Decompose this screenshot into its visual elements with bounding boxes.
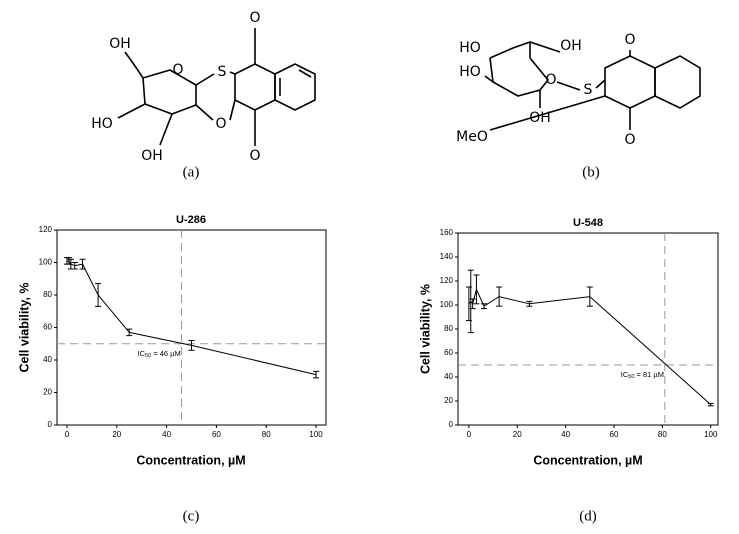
error-bar bbox=[126, 328, 133, 337]
panel-label: (c) bbox=[183, 508, 200, 524]
y-tick-label: 100 bbox=[440, 300, 454, 309]
chart-title: U-286 bbox=[176, 214, 206, 226]
x-tick-label: 20 bbox=[513, 430, 522, 439]
atom-label: OH bbox=[109, 36, 131, 52]
y-tick-label: 120 bbox=[440, 276, 454, 285]
x-tick-label: 60 bbox=[610, 430, 619, 439]
annotation: IC50 = 81 µM bbox=[621, 370, 664, 380]
error-bar bbox=[586, 286, 593, 307]
error-bar bbox=[79, 258, 86, 270]
x-tick-label: 0 bbox=[65, 430, 70, 439]
x-tick-label: 100 bbox=[704, 430, 718, 439]
atom-label: HO bbox=[459, 40, 481, 56]
atom-label: S bbox=[584, 82, 593, 98]
y-tick-label: 160 bbox=[440, 228, 454, 237]
annotation-part: = 81 µM bbox=[634, 370, 664, 379]
y-tick-label: 40 bbox=[43, 355, 52, 364]
x-axis-label: Concentration, µM bbox=[533, 453, 642, 467]
panel-label: (d) bbox=[579, 508, 597, 524]
atom-label: OH bbox=[529, 110, 551, 126]
structure-b-bonds bbox=[484, 41, 701, 131]
y-tick-label: 140 bbox=[440, 252, 454, 261]
y-tick-label: 80 bbox=[444, 324, 453, 333]
y-axis-label: Cell viability, % bbox=[17, 282, 31, 372]
y-tick-label: 60 bbox=[43, 323, 52, 332]
annotation-part: IC bbox=[138, 349, 146, 358]
y-tick-label: 0 bbox=[449, 420, 454, 429]
annotation: IC50 = 46 µM bbox=[138, 349, 181, 359]
x-tick-label: 80 bbox=[262, 430, 271, 439]
error-bar bbox=[469, 298, 476, 310]
error-bar bbox=[481, 303, 487, 310]
atom-label: O bbox=[624, 132, 635, 148]
atom-label: MeO bbox=[456, 129, 488, 145]
error-bar bbox=[95, 283, 102, 307]
panel-label: (a) bbox=[183, 164, 200, 180]
atom-label: O bbox=[172, 62, 183, 78]
error-bar bbox=[496, 286, 503, 307]
x-tick-label: 0 bbox=[467, 430, 472, 439]
atom-label: OH bbox=[560, 38, 582, 54]
chart-title: U-548 bbox=[573, 217, 603, 229]
error-bar bbox=[313, 370, 320, 379]
error-bar bbox=[526, 300, 533, 307]
y-tick-label: 20 bbox=[43, 388, 52, 397]
plot-frame bbox=[56, 229, 327, 426]
data-line bbox=[66, 260, 317, 376]
annotation-part: IC bbox=[621, 370, 629, 379]
x-tick-label: 80 bbox=[658, 430, 667, 439]
x-tick-label: 20 bbox=[112, 430, 121, 439]
error-bar bbox=[71, 262, 78, 270]
atom-label: O bbox=[249, 10, 260, 26]
plot-frame bbox=[457, 232, 719, 426]
error-bar bbox=[467, 269, 474, 334]
x-axis-label: Concentration, µM bbox=[136, 453, 245, 467]
x-tick-label: 100 bbox=[309, 430, 323, 439]
y-axis-label: Cell viability, % bbox=[418, 284, 432, 374]
panel-label: (b) bbox=[582, 164, 600, 180]
annotation-part: 50 bbox=[628, 374, 634, 380]
annotation-part: 50 bbox=[145, 353, 151, 359]
atom-label: O bbox=[215, 116, 226, 132]
y-tick-label: 20 bbox=[444, 396, 453, 405]
x-tick-label: 40 bbox=[162, 430, 171, 439]
error-bar bbox=[473, 274, 480, 305]
y-tick-label: 100 bbox=[39, 258, 53, 267]
atom-label: OH bbox=[141, 148, 163, 164]
y-tick-label: 80 bbox=[43, 290, 52, 299]
y-tick-label: 40 bbox=[444, 372, 453, 381]
structure-a-bonds bbox=[117, 28, 316, 146]
atom-label: S bbox=[218, 64, 227, 80]
x-tick-label: 60 bbox=[212, 430, 221, 439]
x-tick-label: 40 bbox=[561, 430, 570, 439]
atom-label: HO bbox=[459, 64, 481, 80]
error-bar bbox=[707, 402, 714, 407]
atom-label: O bbox=[545, 72, 556, 88]
atom-label: O bbox=[249, 148, 260, 164]
y-tick-label: 0 bbox=[48, 420, 53, 429]
atom-label: HO bbox=[91, 116, 113, 132]
annotation-part: = 46 µM bbox=[151, 349, 181, 358]
atom-label: O bbox=[624, 32, 635, 48]
error-bar bbox=[188, 340, 195, 351]
y-tick-label: 60 bbox=[444, 348, 453, 357]
y-tick-label: 120 bbox=[39, 225, 53, 234]
